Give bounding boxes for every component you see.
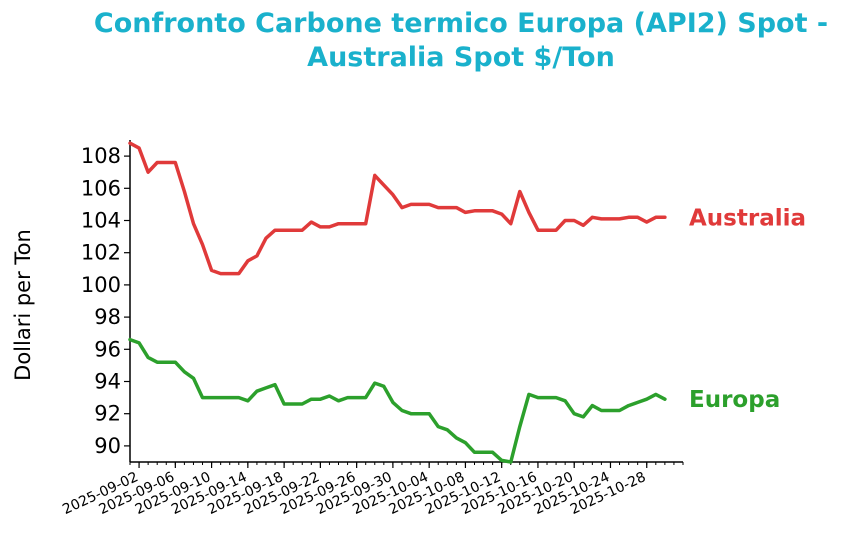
y-tick-label: 104 — [81, 209, 121, 233]
y-tick-label: 108 — [81, 144, 121, 168]
y-tick-label: 106 — [81, 176, 121, 200]
chart-title-line: Confronto Carbone termico Europa (API2) … — [94, 8, 828, 39]
series-line-australia — [128, 141, 667, 276]
y-axis-ticks: 90 92 94 96 98 100 102 104 106 108 — [81, 144, 130, 458]
y-tick-label: 94 — [94, 370, 121, 394]
y-axis-label: Dollari per Ton — [11, 229, 35, 381]
series-label-australia: Australia — [689, 205, 806, 231]
series-label-europa: Europa — [689, 387, 780, 413]
x-axis-ticks: 2025-09-022025-09-062025-09-102025-09-14… — [60, 462, 684, 518]
series-line-europa — [128, 337, 667, 464]
y-tick-label: 96 — [94, 337, 121, 361]
chart-title-line: Australia Spot $/Ton — [307, 42, 615, 73]
y-tick-label: 90 — [94, 434, 121, 458]
y-tick-label: 98 — [94, 305, 121, 329]
series-group: Australia Europa — [128, 141, 806, 464]
chart-title: Confronto Carbone termico Europa (API2) … — [94, 8, 828, 73]
y-tick-label: 92 — [94, 402, 121, 426]
y-tick-label: 100 — [81, 273, 121, 297]
y-tick-label: 102 — [81, 241, 121, 265]
